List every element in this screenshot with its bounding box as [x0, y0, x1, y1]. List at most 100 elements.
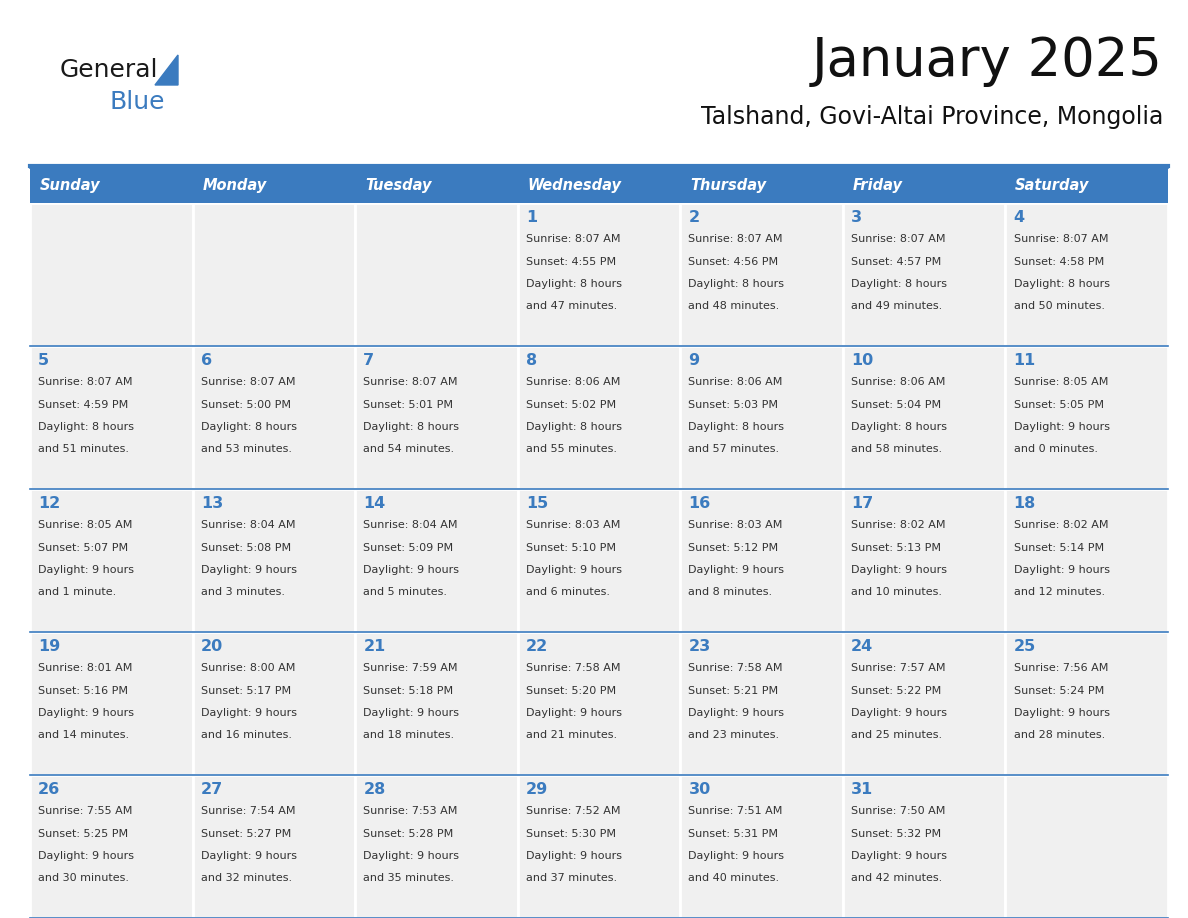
Text: Sunset: 5:13 PM: Sunset: 5:13 PM: [851, 543, 941, 553]
Text: Daylight: 9 hours: Daylight: 9 hours: [851, 565, 947, 575]
Text: Sunrise: 8:06 AM: Sunrise: 8:06 AM: [851, 377, 946, 387]
Text: Sunrise: 8:04 AM: Sunrise: 8:04 AM: [201, 521, 295, 531]
Text: 21: 21: [364, 639, 386, 655]
Text: Sunset: 5:20 PM: Sunset: 5:20 PM: [526, 686, 615, 696]
FancyBboxPatch shape: [681, 775, 842, 918]
FancyBboxPatch shape: [355, 632, 518, 775]
FancyBboxPatch shape: [355, 775, 518, 918]
FancyBboxPatch shape: [355, 203, 518, 346]
Text: Sunrise: 8:07 AM: Sunrise: 8:07 AM: [688, 234, 783, 244]
Text: 4: 4: [1013, 210, 1025, 225]
Text: Sunrise: 8:05 AM: Sunrise: 8:05 AM: [38, 521, 133, 531]
Text: 31: 31: [851, 782, 873, 797]
Text: Sunrise: 7:51 AM: Sunrise: 7:51 AM: [688, 806, 783, 816]
Text: Sunrise: 8:06 AM: Sunrise: 8:06 AM: [688, 377, 783, 387]
Text: Daylight: 9 hours: Daylight: 9 hours: [688, 565, 784, 575]
Text: Daylight: 9 hours: Daylight: 9 hours: [1013, 708, 1110, 718]
FancyBboxPatch shape: [30, 203, 192, 346]
Text: Daylight: 9 hours: Daylight: 9 hours: [201, 708, 297, 718]
Text: 9: 9: [688, 353, 700, 368]
Text: Sunset: 4:57 PM: Sunset: 4:57 PM: [851, 257, 941, 266]
FancyBboxPatch shape: [518, 346, 681, 489]
Text: Daylight: 9 hours: Daylight: 9 hours: [851, 851, 947, 861]
Text: 16: 16: [688, 496, 710, 511]
FancyBboxPatch shape: [518, 632, 681, 775]
FancyBboxPatch shape: [842, 775, 1005, 918]
Text: and 23 minutes.: and 23 minutes.: [688, 730, 779, 740]
Text: Sunrise: 7:55 AM: Sunrise: 7:55 AM: [38, 806, 133, 816]
FancyBboxPatch shape: [30, 168, 192, 203]
Text: and 1 minute.: and 1 minute.: [38, 587, 116, 597]
Text: 7: 7: [364, 353, 374, 368]
Text: 3: 3: [851, 210, 862, 225]
Text: and 40 minutes.: and 40 minutes.: [688, 873, 779, 883]
Text: and 53 minutes.: and 53 minutes.: [201, 444, 292, 454]
Text: and 3 minutes.: and 3 minutes.: [201, 587, 285, 597]
Text: and 35 minutes.: and 35 minutes.: [364, 873, 454, 883]
Text: Daylight: 9 hours: Daylight: 9 hours: [38, 708, 134, 718]
Text: Sunset: 5:09 PM: Sunset: 5:09 PM: [364, 543, 454, 553]
Text: Sunrise: 8:05 AM: Sunrise: 8:05 AM: [1013, 377, 1108, 387]
FancyBboxPatch shape: [681, 346, 842, 489]
Text: Sunset: 5:10 PM: Sunset: 5:10 PM: [526, 543, 615, 553]
FancyBboxPatch shape: [518, 489, 681, 632]
Text: Daylight: 9 hours: Daylight: 9 hours: [688, 851, 784, 861]
FancyBboxPatch shape: [30, 346, 192, 489]
Text: 26: 26: [38, 782, 61, 797]
Text: Daylight: 9 hours: Daylight: 9 hours: [851, 708, 947, 718]
Text: Sunrise: 7:56 AM: Sunrise: 7:56 AM: [1013, 664, 1108, 674]
Text: Talshand, Govi-Altai Province, Mongolia: Talshand, Govi-Altai Province, Mongolia: [701, 105, 1163, 129]
FancyBboxPatch shape: [1005, 203, 1168, 346]
Text: Sunrise: 8:00 AM: Sunrise: 8:00 AM: [201, 664, 295, 674]
Text: Sunrise: 8:07 AM: Sunrise: 8:07 AM: [526, 234, 620, 244]
Text: Sunrise: 8:01 AM: Sunrise: 8:01 AM: [38, 664, 133, 674]
Text: Daylight: 9 hours: Daylight: 9 hours: [526, 708, 621, 718]
Text: Daylight: 9 hours: Daylight: 9 hours: [364, 565, 460, 575]
Text: 1: 1: [526, 210, 537, 225]
FancyBboxPatch shape: [355, 489, 518, 632]
Text: Sunrise: 7:57 AM: Sunrise: 7:57 AM: [851, 664, 946, 674]
Text: 22: 22: [526, 639, 548, 655]
FancyBboxPatch shape: [842, 203, 1005, 346]
Text: Blue: Blue: [110, 90, 165, 114]
Text: 17: 17: [851, 496, 873, 511]
Text: and 16 minutes.: and 16 minutes.: [201, 730, 292, 740]
Text: 6: 6: [201, 353, 211, 368]
Text: Sunset: 5:31 PM: Sunset: 5:31 PM: [688, 829, 778, 839]
Text: Sunrise: 8:02 AM: Sunrise: 8:02 AM: [851, 521, 946, 531]
FancyBboxPatch shape: [681, 489, 842, 632]
Text: 5: 5: [38, 353, 49, 368]
Text: Daylight: 9 hours: Daylight: 9 hours: [526, 851, 621, 861]
FancyBboxPatch shape: [842, 489, 1005, 632]
Text: Sunset: 4:56 PM: Sunset: 4:56 PM: [688, 257, 778, 266]
Text: 12: 12: [38, 496, 61, 511]
Text: 27: 27: [201, 782, 223, 797]
Text: and 49 minutes.: and 49 minutes.: [851, 301, 942, 311]
Text: Sunset: 5:30 PM: Sunset: 5:30 PM: [526, 829, 615, 839]
Text: January 2025: January 2025: [813, 35, 1163, 87]
Text: and 28 minutes.: and 28 minutes.: [1013, 730, 1105, 740]
Text: Sunrise: 7:58 AM: Sunrise: 7:58 AM: [526, 664, 620, 674]
Text: and 0 minutes.: and 0 minutes.: [1013, 444, 1098, 454]
Text: and 12 minutes.: and 12 minutes.: [1013, 587, 1105, 597]
Text: Sunrise: 7:59 AM: Sunrise: 7:59 AM: [364, 664, 457, 674]
Text: Daylight: 9 hours: Daylight: 9 hours: [38, 565, 134, 575]
Text: Daylight: 8 hours: Daylight: 8 hours: [851, 421, 947, 431]
Text: 8: 8: [526, 353, 537, 368]
Text: 14: 14: [364, 496, 386, 511]
Text: and 50 minutes.: and 50 minutes.: [1013, 301, 1105, 311]
Text: Sunrise: 8:07 AM: Sunrise: 8:07 AM: [201, 377, 295, 387]
FancyBboxPatch shape: [842, 168, 1005, 203]
Text: Daylight: 8 hours: Daylight: 8 hours: [851, 279, 947, 289]
FancyBboxPatch shape: [1005, 632, 1168, 775]
Text: Sunrise: 8:07 AM: Sunrise: 8:07 AM: [1013, 234, 1108, 244]
Text: Sunset: 5:28 PM: Sunset: 5:28 PM: [364, 829, 454, 839]
Text: 30: 30: [688, 782, 710, 797]
Text: Sunrise: 8:07 AM: Sunrise: 8:07 AM: [851, 234, 946, 244]
Text: and 37 minutes.: and 37 minutes.: [526, 873, 617, 883]
Text: Daylight: 9 hours: Daylight: 9 hours: [1013, 421, 1110, 431]
Text: Daylight: 8 hours: Daylight: 8 hours: [38, 421, 134, 431]
FancyBboxPatch shape: [192, 489, 355, 632]
Text: Daylight: 8 hours: Daylight: 8 hours: [526, 421, 621, 431]
Text: Sunset: 5:24 PM: Sunset: 5:24 PM: [1013, 686, 1104, 696]
